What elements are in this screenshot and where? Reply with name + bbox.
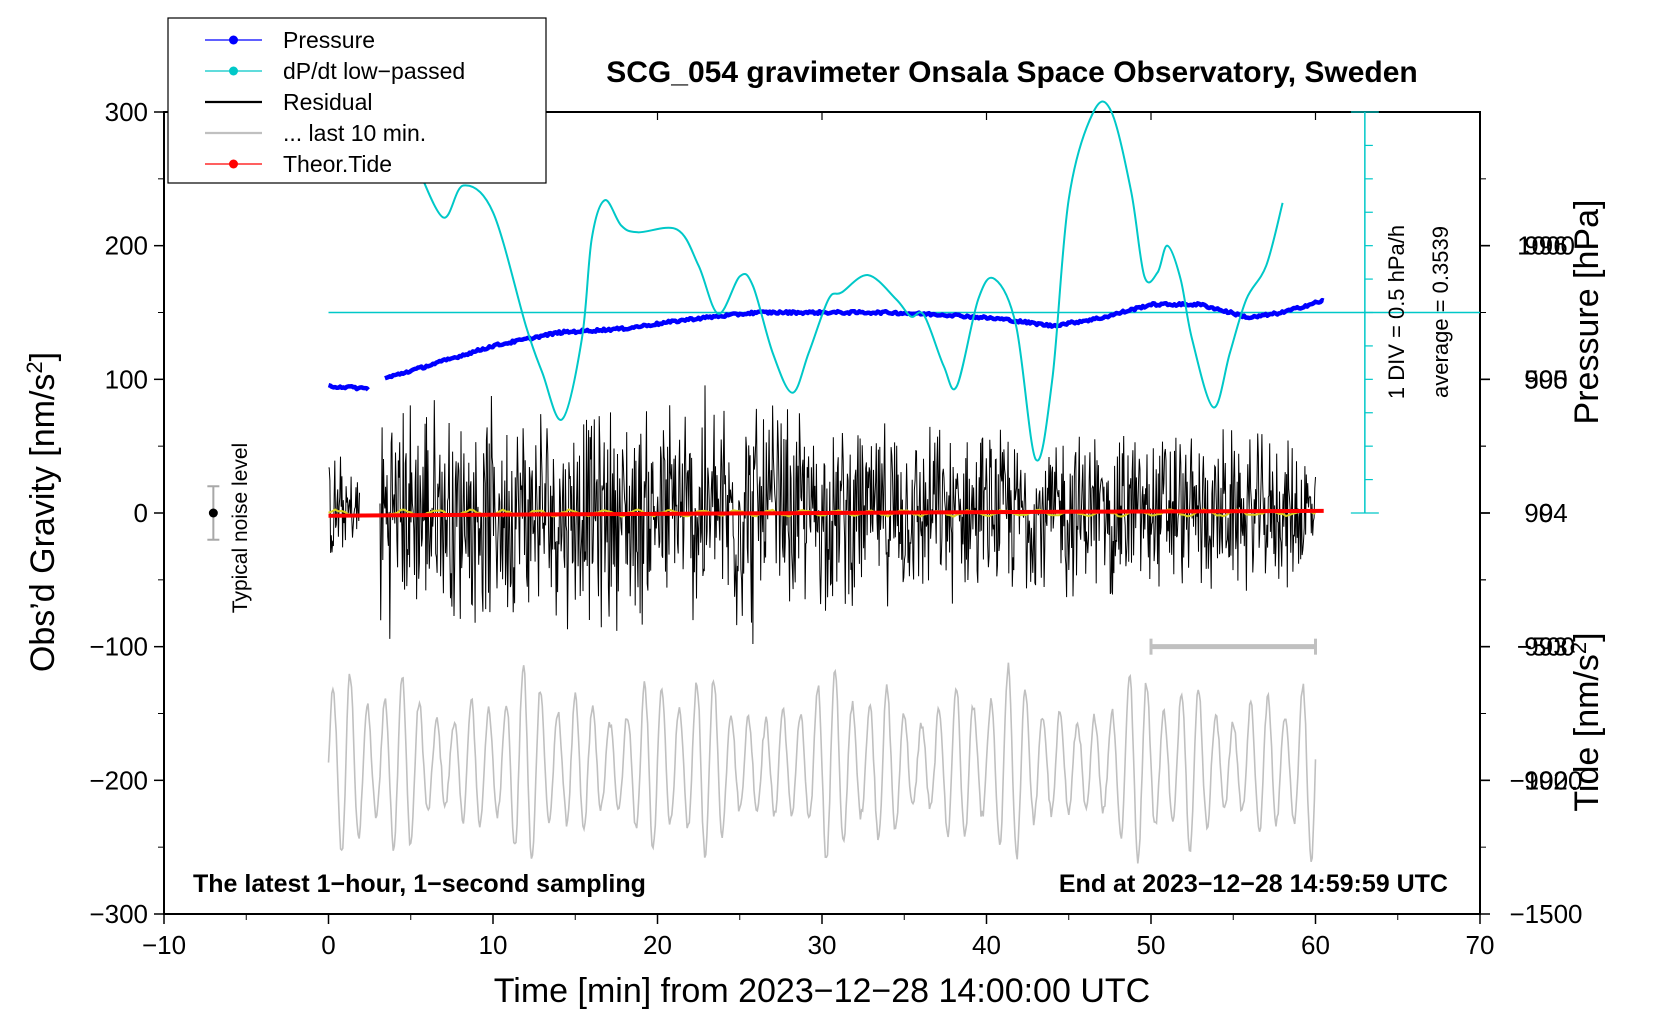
noise-level-dot: [208, 508, 218, 518]
legend-label: ... last 10 min.: [283, 120, 426, 146]
noise-level-label: Typical noise level: [229, 443, 252, 613]
y-tick-label: 300: [105, 97, 148, 127]
pressure-tick-label: 994: [1524, 498, 1567, 528]
tide-line: [328, 508, 1324, 518]
dpdt-series: [418, 100, 1284, 462]
chart-title: SCG_054 gravimeter Onsala Space Observat…: [606, 56, 1418, 89]
residual-line: [328, 385, 1316, 645]
tide-axis-title-text: Tide [nm/s: [1568, 654, 1606, 811]
theoretical-tide-series: [328, 508, 1324, 518]
y-tick-label: 0: [134, 498, 148, 528]
dpdt-line: [418, 100, 1284, 462]
tide-axis-title: Tide [nm/s2]: [1566, 632, 1606, 811]
pressure-tick-label: 993: [1524, 632, 1567, 662]
x-tick-label: 20: [643, 930, 672, 960]
x-axis-ticks: −10 0 10 20 30 40 50 60 70: [142, 112, 1495, 960]
average-label: average = 0.3539: [1428, 226, 1453, 398]
legend-marker: [229, 66, 238, 76]
pressure-line: [327, 297, 1325, 392]
legend-marker: [229, 159, 238, 169]
div-label: 1 DIV = 0.5 hPa/h: [1384, 225, 1409, 399]
tide-tick-label: 500: [1524, 364, 1567, 394]
last-10-min-bar: [1149, 638, 1317, 655]
y-axis-ticks-left: 300 200 100 0 −100 −200 −300: [89, 97, 164, 929]
legend-marker: [229, 35, 238, 45]
tide-tick-label: −1500: [1509, 899, 1582, 929]
pressure-tick-label: 995: [1524, 364, 1567, 394]
y-tick-label: 100: [105, 364, 148, 394]
x-tick-label: 0: [321, 930, 335, 960]
y-tick-label: −200: [89, 765, 148, 795]
x-tick-label: 60: [1301, 930, 1330, 960]
legend-label: Theor.Tide: [283, 151, 392, 177]
annotation-sampling: The latest 1−hour, 1−second sampling: [193, 870, 646, 898]
legend-box: [167, 17, 547, 184]
noise-level-indicator: [207, 485, 220, 541]
pressure-axis-ticks: 996 995 994 993 992: [1480, 178, 1568, 795]
y-tick-label: −100: [89, 632, 148, 662]
x-tick-label: 50: [1137, 930, 1166, 960]
x-axis-title: Time [min] from 2023−12−28 14:00:00 UTC: [494, 972, 1150, 1010]
tide-axis-title-sup: 2: [1566, 642, 1591, 654]
tide-tick-label: 0: [1539, 498, 1553, 528]
tide-residual-trace-line: [327, 662, 1317, 864]
y-tick-label: 200: [105, 231, 148, 261]
y-axis-title-left-sup: 2: [22, 361, 47, 373]
pressure-axis-title: Pressure [hPa]: [1568, 200, 1606, 425]
annotation-end-time: End at 2023−12−28 14:59:59 UTC: [1059, 870, 1448, 898]
tide-tick-label: 1000: [1517, 231, 1575, 261]
y-axis-title-left-text: Obs’d Gravity [nm/s: [24, 374, 62, 673]
legend-label: Pressure: [283, 27, 375, 53]
x-tick-label: 40: [972, 930, 1001, 960]
tide-axis-ticks: 1000 500 0 −500 −1000 −1500: [1480, 231, 1583, 929]
tide-tick-label: −1000: [1509, 765, 1582, 795]
legend-items: Pressure dP/dt low−passed Residual ... last…: [205, 27, 465, 177]
x-tick-label: 30: [808, 930, 837, 960]
legend-label: Residual: [283, 89, 373, 115]
y-tick-label: −300: [89, 899, 148, 929]
x-tick-label: −10: [142, 930, 186, 960]
pressure-tick-label: 992: [1524, 765, 1567, 795]
y-axis-title-left: Obs’d Gravity [nm/s2]: [22, 352, 62, 672]
x-tick-label: 10: [479, 930, 508, 960]
residual-series: [328, 385, 1316, 645]
tide-axis-title-close: ]: [1568, 632, 1606, 641]
pressure-series: [327, 297, 1325, 392]
legend-label: dP/dt low−passed: [283, 58, 465, 84]
x-tick-label: 70: [1466, 930, 1495, 960]
tide-residual-trace: [327, 662, 1317, 864]
pressure-tick-label: 996: [1524, 231, 1567, 261]
tide-tick-label: −500: [1517, 632, 1576, 662]
y-axis-title-left-close: ]: [24, 352, 62, 361]
legend: Pressure dP/dt low−passed Residual ... last…: [167, 17, 547, 184]
